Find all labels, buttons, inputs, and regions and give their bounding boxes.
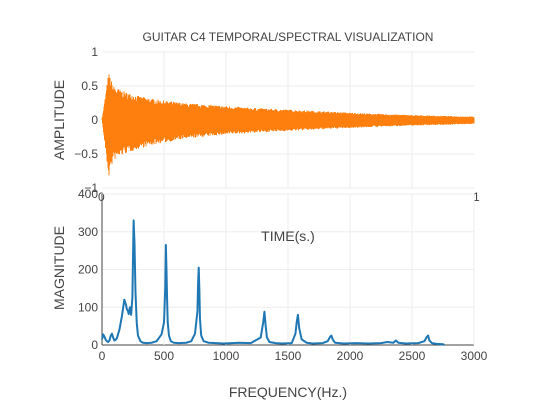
- amplitude-y-tick-label: 0: [91, 113, 98, 127]
- chart-title: GUITAR C4 TEMPORAL/SPECTRAL VISUALIZATIO…: [143, 30, 434, 44]
- amplitude-plot: 1 0.5 0 −0.5 −1 AMPLITUDE 0 1: [51, 45, 480, 204]
- amplitude-y-tick-label: 0.5: [81, 79, 98, 93]
- time-annotation: TIME(s.): [261, 228, 315, 244]
- magnitude-x-ticks: 0 500 1000 1500 2000 2500 3000: [99, 349, 488, 363]
- frequency-x-tick-label: 1500: [275, 349, 302, 363]
- amplitude-y-ticks: 1 0.5 0 −0.5 −1: [74, 45, 98, 195]
- frequency-x-tick-label: 3000: [461, 349, 488, 363]
- amplitude-axis-label: AMPLITUDE: [51, 80, 67, 160]
- amplitude-waveform-series: [101, 74, 475, 176]
- amplitude-y-tick-label: −1: [84, 181, 98, 195]
- magnitude-axis-label: MAGNITUDE: [51, 226, 67, 310]
- frequency-x-tick-label: 0: [99, 349, 106, 363]
- magnitude-spectrum-series: [101, 219, 445, 346]
- frequency-x-tick-label: 2500: [399, 349, 426, 363]
- frequency-x-tick-label: 1000: [213, 349, 240, 363]
- magnitude-grid: [101, 193, 475, 346]
- magnitude-y-tick-label: 400: [78, 187, 98, 201]
- frequency-axis-label: FREQUENCY(Hz.): [229, 384, 347, 400]
- amplitude-y-tick-label: 1: [91, 45, 98, 59]
- magnitude-y-tick-label: 0: [91, 338, 98, 352]
- magnitude-y-tick-label: 200: [78, 263, 98, 277]
- frequency-x-tick-label: 500: [154, 349, 174, 363]
- magnitude-y-ticks: 0 100 200 300 400: [78, 187, 98, 352]
- amplitude-y-tick-label: −0.5: [74, 147, 98, 161]
- frequency-x-tick-label: 2000: [337, 349, 364, 363]
- amplitude-x-tick-fragment-right: 1: [473, 190, 480, 204]
- magnitude-y-tick-label: 100: [78, 300, 98, 314]
- magnitude-y-tick-label: 300: [78, 225, 98, 239]
- magnitude-plot: 0 100 200 300 400 0 500 1000 1500 2000 2500 3000 T…: [51, 187, 488, 400]
